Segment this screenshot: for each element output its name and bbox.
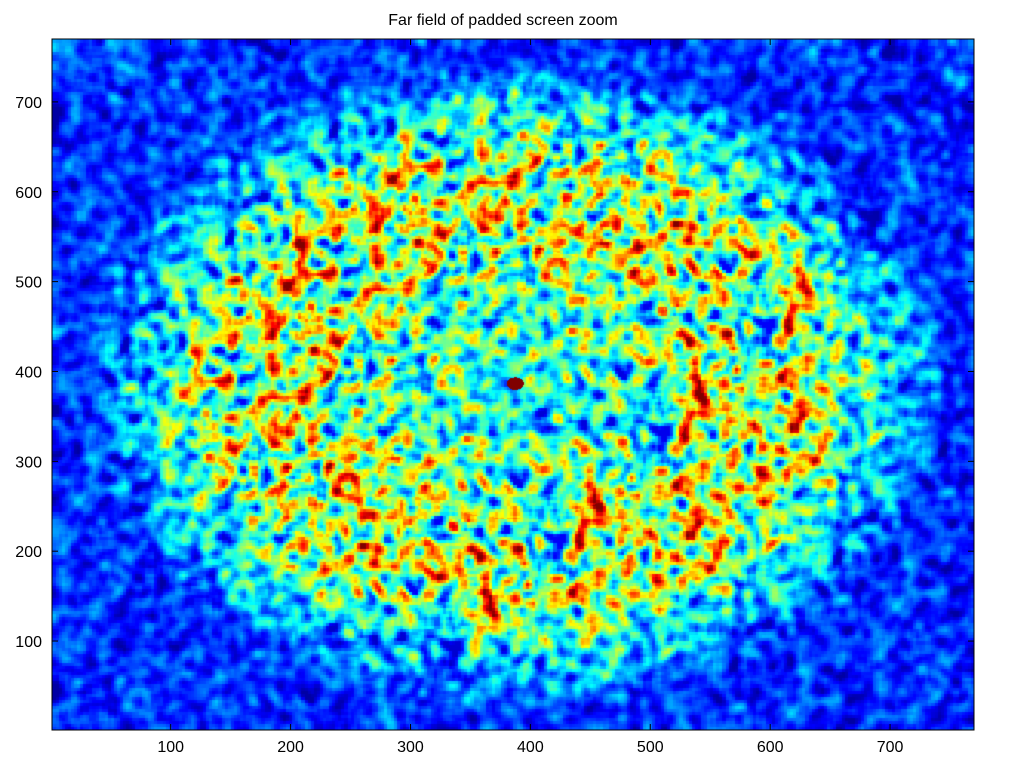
y-tick-label: 100 (15, 634, 42, 651)
y-tick-label: 300 (15, 454, 42, 471)
heatmap-area (52, 39, 974, 730)
x-tick-label: 100 (157, 739, 184, 756)
y-tick-label: 400 (15, 364, 42, 381)
chart-title: Far field of padded screen zoom (388, 12, 617, 29)
y-axis: 100 200 300 400 500 600 700 (15, 95, 974, 651)
plot-frame (51, 38, 975, 731)
heatmap-canvas (52, 39, 974, 730)
x-tick-label: 400 (517, 739, 544, 756)
y-tick-label: 500 (15, 275, 42, 292)
x-tick-label: 300 (397, 739, 424, 756)
y-tick-label: 700 (15, 95, 42, 112)
y-tick-label: 200 (15, 544, 42, 561)
x-tick-label: 600 (757, 739, 784, 756)
x-tick-label: 700 (877, 739, 904, 756)
x-tick-label: 500 (637, 739, 664, 756)
x-tick-label: 200 (277, 739, 304, 756)
y-tick-label: 600 (15, 185, 42, 202)
x-axis: 100 200 300 400 500 600 700 (157, 39, 904, 756)
